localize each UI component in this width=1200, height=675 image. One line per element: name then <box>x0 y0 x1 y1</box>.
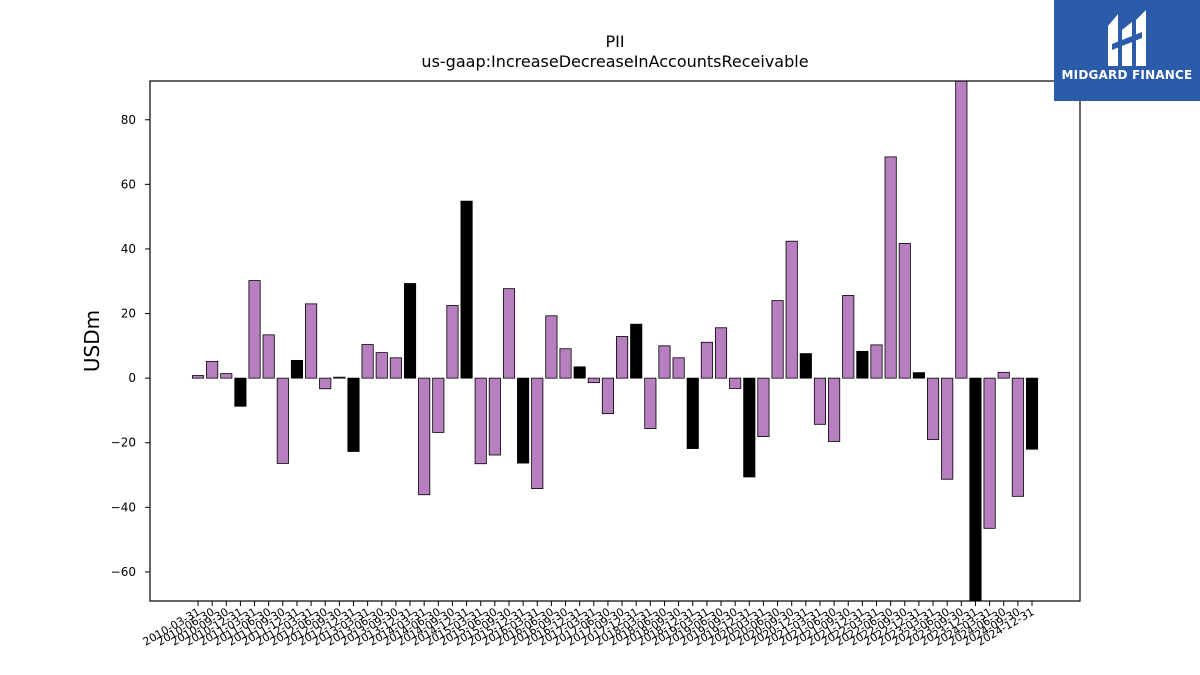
bar-2021-09-30 <box>842 295 855 379</box>
bar-2015-09-30 <box>502 288 516 379</box>
bar-2023-12-31 <box>969 377 982 602</box>
bar-2019-03-31 <box>700 341 713 379</box>
bar-2016-12-31 <box>573 366 586 379</box>
bar-2016-03-31 <box>531 377 544 490</box>
bar-2010-12-31 <box>234 377 247 407</box>
bar-2020-09-30 <box>785 240 798 379</box>
bar-2018-03-31 <box>644 377 657 429</box>
y-tick-label: 20 <box>121 307 136 321</box>
bar-2012-06-30 <box>319 377 332 390</box>
bar-2016-09-30 <box>559 348 572 379</box>
bar-2010-09-30 <box>220 373 233 379</box>
bar-2023-06-30 <box>941 377 954 480</box>
bar-2021-03-31 <box>813 377 827 425</box>
bar-2022-09-30 <box>898 243 911 379</box>
y-axis: −60 −40 −20 0 20 40 60 80 <box>111 113 150 579</box>
bar-2013-09-30 <box>389 357 402 379</box>
bar-2016-06-30 <box>545 315 558 379</box>
bar-2013-12-31 <box>403 283 417 379</box>
bar-2017-03-31 <box>587 377 600 384</box>
bar-2023-09-30 <box>955 80 968 379</box>
bar-2018-12-31 <box>686 377 699 449</box>
y-tick-label: −60 <box>111 565 136 579</box>
bars-group <box>191 80 1039 602</box>
bar-2020-03-31 <box>757 377 770 438</box>
y-axis-label: USDm <box>80 310 104 372</box>
bar-2018-06-30 <box>658 345 671 379</box>
bar-2024-12-31 <box>1025 377 1039 450</box>
bar-2017-06-30 <box>601 377 614 415</box>
y-tick-label: 0 <box>128 371 136 385</box>
bar-2011-03-31 <box>248 280 261 379</box>
bar-2014-12-31 <box>460 200 473 379</box>
chart-subtitle: us-gaap:IncreaseDecreaseInAccountsReceiv… <box>421 52 809 71</box>
midgard-logo-icon <box>1108 10 1146 66</box>
bar-2020-12-31 <box>799 353 812 379</box>
bar-2015-06-30 <box>488 377 501 456</box>
bar-2010-06-30 <box>206 360 219 379</box>
bar-2011-12-31 <box>290 359 304 379</box>
chart-title: PII <box>605 32 625 51</box>
bar-2015-03-31 <box>474 377 487 465</box>
brand-name: MIDGARD FINANCE <box>1061 68 1193 82</box>
bar-2012-03-31 <box>305 303 318 379</box>
bar-2021-12-31 <box>856 350 869 379</box>
y-tick-label: 80 <box>121 113 136 127</box>
bar-2022-12-31 <box>912 372 925 379</box>
brand-logo: MIDGARD FINANCE <box>1054 0 1200 101</box>
y-tick-label: −20 <box>111 436 136 450</box>
bar-2021-06-30 <box>828 377 841 442</box>
bar-2020-06-30 <box>771 300 784 379</box>
bar-2014-03-31 <box>418 377 431 496</box>
bar-2014-09-30 <box>446 305 459 379</box>
bar-2024-06-30 <box>997 371 1010 379</box>
bar-2019-06-30 <box>714 327 728 379</box>
bar-2024-03-31 <box>983 377 996 529</box>
bar-2022-03-31 <box>870 344 883 379</box>
bar-2012-12-31 <box>347 377 360 452</box>
x-axis: 2010-03-312010-06-302010-09-302010-12-31… <box>141 601 1037 649</box>
bar-2024-09-30 <box>1011 377 1024 497</box>
y-tick-label: −40 <box>111 500 136 514</box>
bar-2022-06-30 <box>884 156 897 379</box>
plot-frame <box>149 80 1081 602</box>
bar-2012-09-30 <box>333 376 346 379</box>
bar-2017-09-30 <box>616 336 629 379</box>
bar-2015-12-31 <box>517 377 530 464</box>
bar-2023-03-31 <box>927 377 940 440</box>
bar-2019-09-30 <box>729 377 742 389</box>
bar-2013-06-30 <box>375 352 388 379</box>
bar-2013-03-31 <box>361 344 374 379</box>
bar-2018-09-30 <box>672 357 685 379</box>
bar-2017-12-31 <box>630 323 643 379</box>
bar-2011-09-30 <box>276 377 289 464</box>
y-tick-label: 60 <box>121 177 136 191</box>
bar-2011-06-30 <box>262 334 275 379</box>
bar-2019-12-31 <box>743 377 756 478</box>
bar-2014-06-30 <box>432 377 445 433</box>
bar-2010-03-31 <box>191 375 205 379</box>
y-tick-label: 40 <box>121 242 136 256</box>
